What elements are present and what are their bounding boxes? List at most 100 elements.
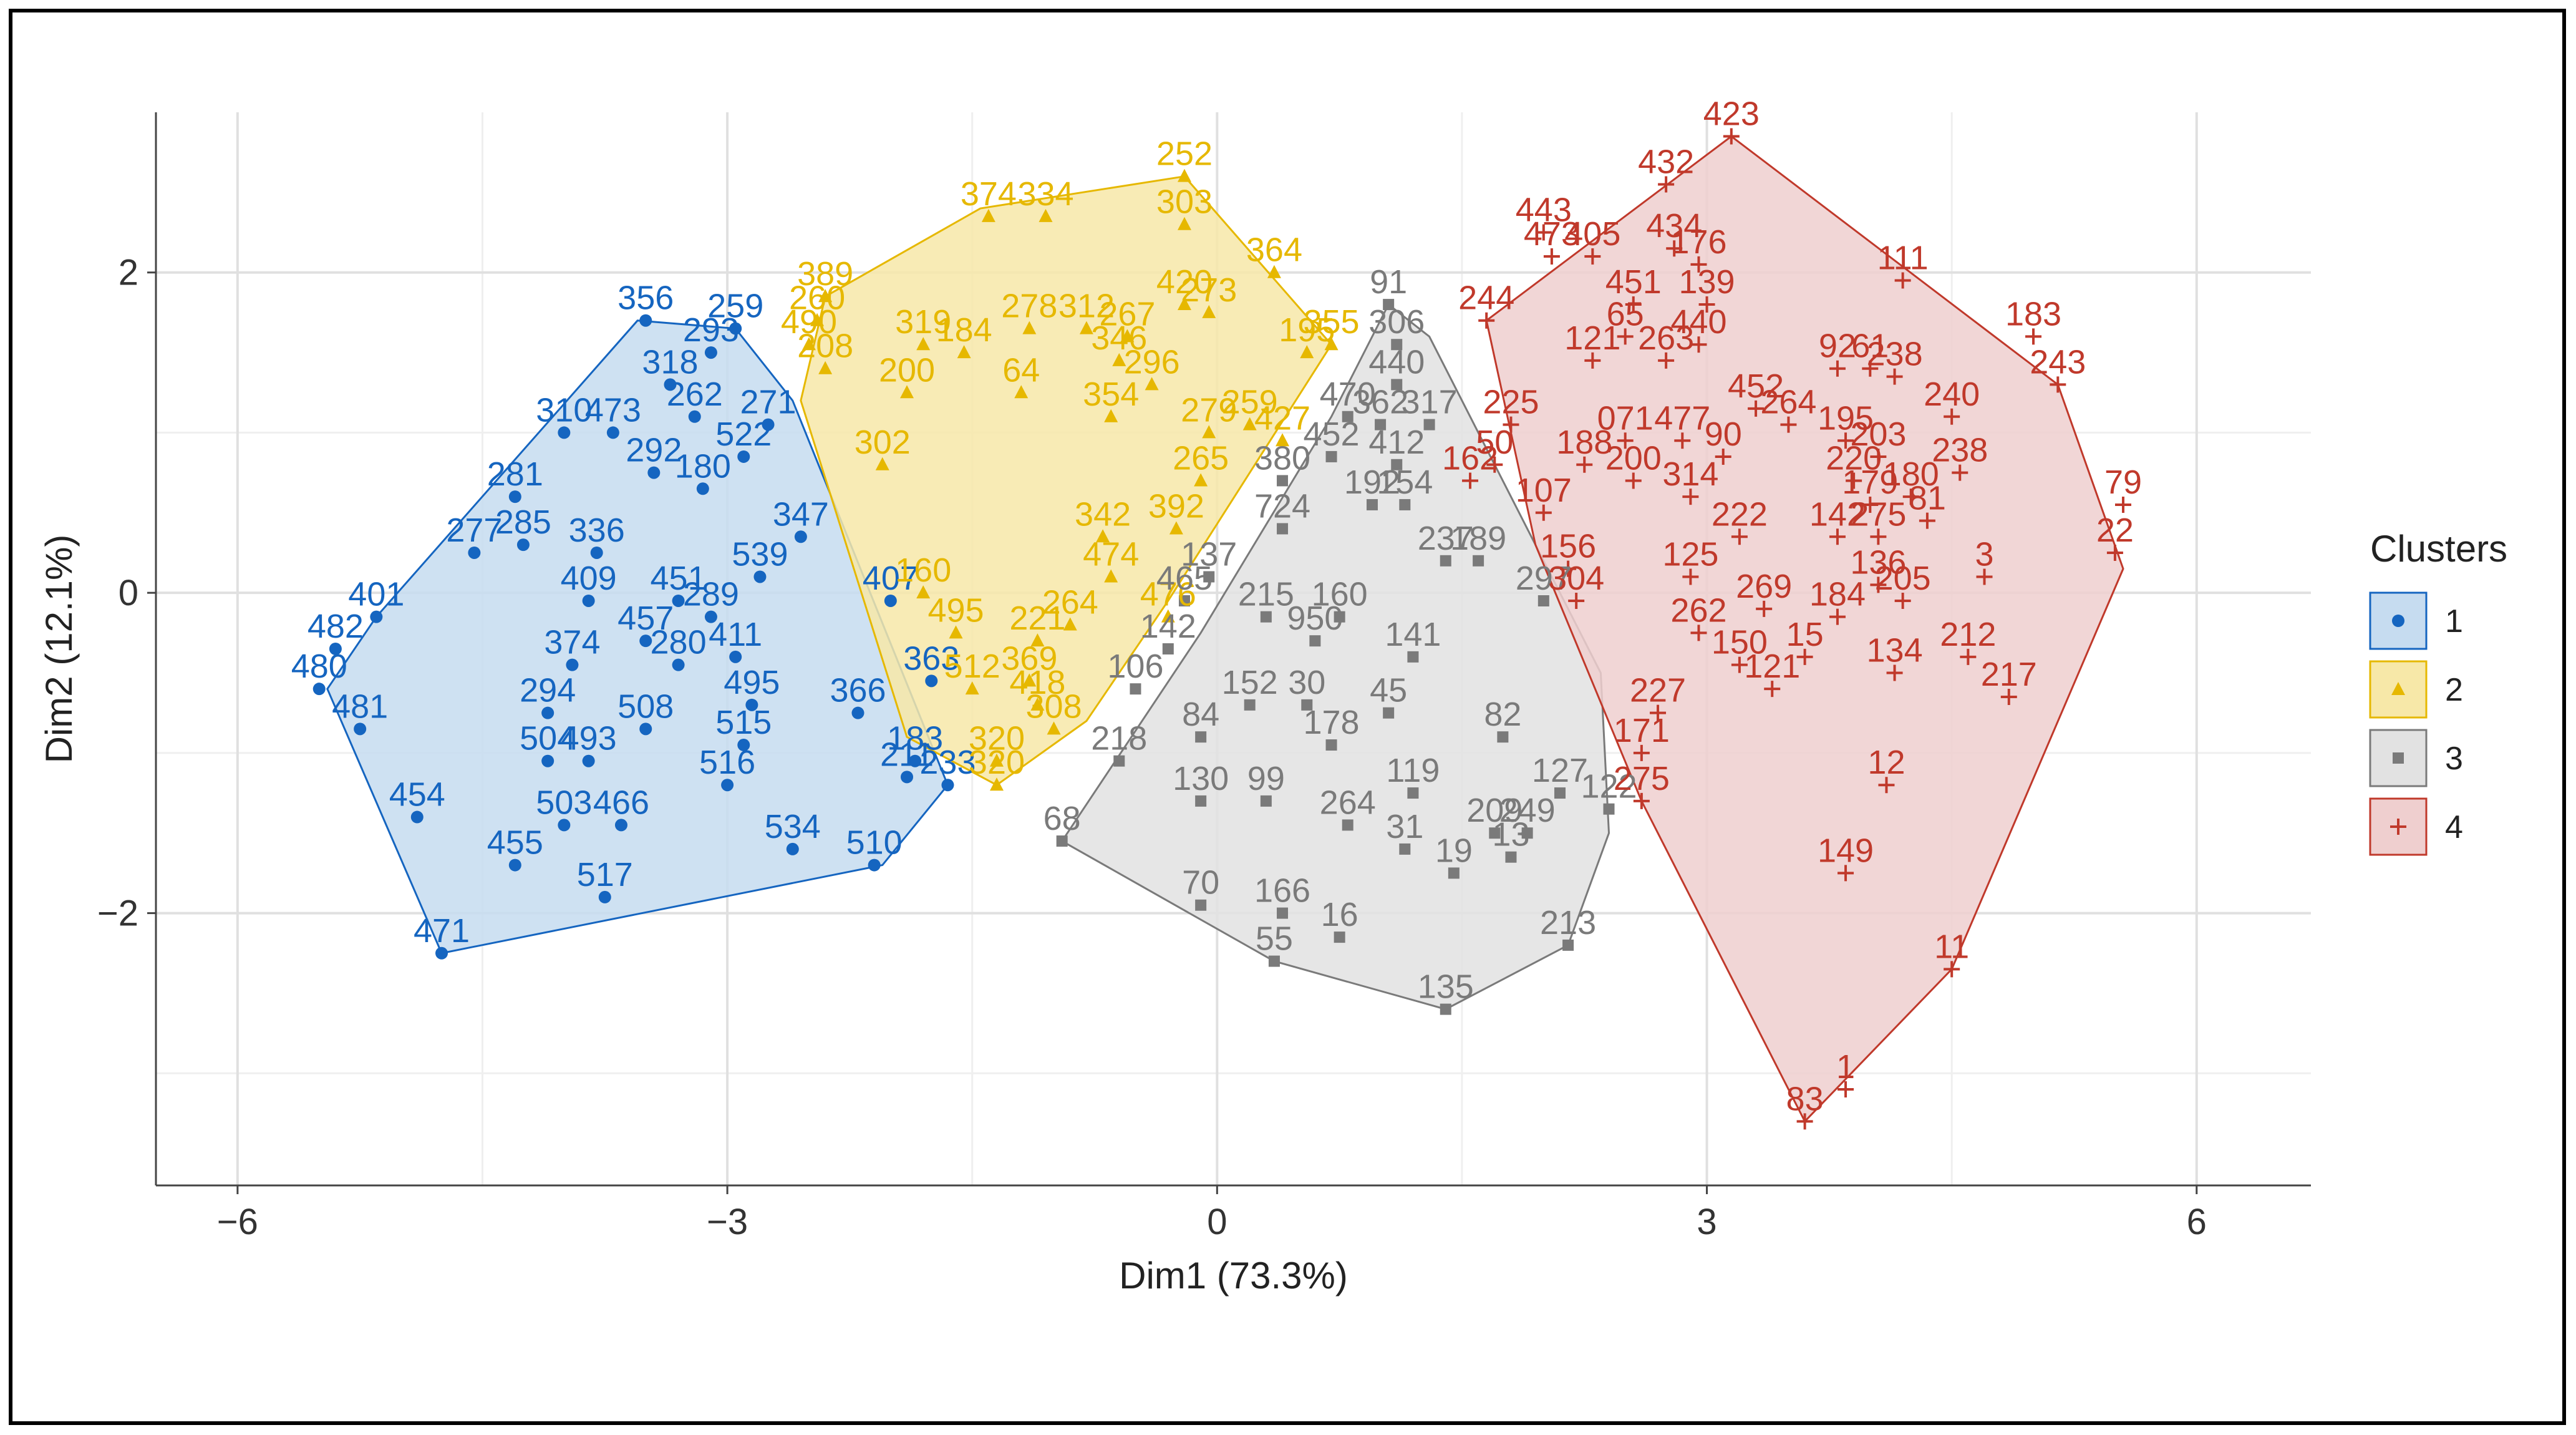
point-label: 440: [1670, 303, 1726, 341]
point-cluster-4: [1535, 224, 1552, 241]
point-label: 249: [1499, 792, 1556, 829]
point-cluster-4: [1952, 464, 1968, 481]
point-cluster-4: [1886, 664, 1903, 681]
point-label: 238: [1932, 432, 1988, 469]
point-cluster-4: [1576, 456, 1593, 473]
point-label: 65: [1607, 295, 1644, 333]
point-cluster-3: [1537, 595, 1549, 606]
point-cluster-2: [1177, 168, 1191, 182]
point-label: 208: [797, 328, 853, 365]
point-cluster-1: [664, 378, 677, 391]
y-tick-label: 2: [119, 253, 138, 293]
point-cluster-4: [1944, 408, 1960, 425]
point-label: 317: [1402, 384, 1458, 421]
point-cluster-4: [1625, 296, 1642, 313]
cluster-hull-1: [326, 319, 949, 955]
point-cluster-3: [1554, 787, 1566, 799]
point-label: 136: [1850, 543, 1906, 581]
point-cluster-3: [1334, 932, 1345, 943]
point-cluster-4: [1846, 472, 1862, 489]
point-cluster-3: [1440, 555, 1451, 567]
point-label: 125: [1662, 535, 1718, 573]
point-label: 281: [487, 455, 543, 493]
point-label: 162: [1442, 439, 1498, 477]
point-cluster-4: [1862, 360, 1879, 377]
y-tick-label: 0: [119, 573, 138, 613]
point-cluster-3: [1440, 1003, 1451, 1015]
point-cluster-4: [1886, 368, 1903, 385]
point-cluster-1: [639, 635, 652, 648]
point-cluster-4: [1870, 576, 1887, 593]
point-label: 347: [773, 495, 829, 533]
point-label: 374: [961, 175, 1017, 213]
point-cluster-2: [1104, 409, 1118, 422]
point-cluster-3: [1383, 299, 1395, 311]
point-cluster-3: [1113, 755, 1125, 767]
point-label: 260: [789, 280, 845, 317]
legend-marker-3: [2393, 752, 2404, 764]
point-label: 320: [969, 744, 1025, 781]
point-label: 81: [1909, 480, 1946, 517]
point-cluster-3: [1505, 851, 1517, 863]
point-cluster-4: [1690, 625, 1707, 641]
x-tick-label: 3: [1697, 1202, 1717, 1242]
point-label: 495: [724, 664, 780, 701]
point-label: 336: [569, 512, 625, 549]
point-label: 92: [1819, 328, 1856, 365]
point-label: 480: [291, 648, 347, 685]
point-label: 401: [348, 576, 404, 613]
point-label: 362: [1352, 384, 1408, 421]
point-cluster-1: [737, 739, 750, 752]
legend-label-4: 4: [2445, 809, 2463, 845]
point-cluster-4: [1658, 176, 1675, 193]
point-label: 99: [1247, 760, 1285, 797]
point-label: 184: [1809, 576, 1866, 613]
point-label: 443: [1516, 192, 1572, 229]
point-label: 318: [642, 343, 698, 381]
point-cluster-1: [794, 530, 807, 543]
point-label: 188: [1556, 424, 1612, 461]
point-label: 267: [1099, 295, 1155, 333]
point-label: 471: [414, 912, 470, 950]
point-label: 154: [1377, 464, 1433, 501]
point-label: 149: [1818, 832, 1874, 869]
point-label: 139: [1678, 263, 1735, 301]
point-label: 452: [1303, 416, 1359, 453]
point-cluster-3: [1260, 795, 1272, 807]
point-cluster-4: [1870, 448, 1887, 465]
point-cluster-4: [1780, 416, 1797, 433]
point-cluster-1: [737, 450, 750, 463]
point-label: 071: [1597, 399, 1654, 437]
point-cluster-3: [1342, 819, 1353, 831]
point-label: 482: [307, 608, 364, 645]
point-cluster-3: [1391, 379, 1403, 391]
point-label: 342: [1075, 495, 1131, 533]
point-label: 432: [1638, 144, 1694, 181]
point-cluster-4: [1617, 432, 1634, 449]
point-cluster-4: [2106, 544, 2123, 561]
point-label: 302: [855, 424, 911, 461]
point-label: 465: [1156, 560, 1213, 597]
point-label: 50: [1476, 424, 1513, 461]
point-label: 180: [1883, 455, 1939, 493]
point-cluster-2: [1104, 569, 1118, 583]
point-label: 3: [1975, 535, 1993, 573]
point-cluster-4: [1486, 456, 1503, 473]
point-cluster-4: [1633, 744, 1650, 761]
point-label: 176: [1670, 223, 1726, 261]
point-label: 84: [1182, 696, 1219, 733]
point-label: 178: [1303, 704, 1359, 741]
point-label: 515: [715, 704, 772, 741]
point-cluster-2: [957, 345, 971, 359]
point-cluster-2: [949, 625, 963, 639]
point-cluster-3: [1203, 571, 1215, 583]
point-label: 134: [1867, 632, 1923, 669]
point-label: 363: [903, 640, 959, 677]
point-cluster-2: [900, 385, 914, 399]
point-label: 106: [1107, 648, 1163, 685]
point-label: 476: [1140, 576, 1196, 613]
point-label: 369: [1001, 640, 1057, 677]
point-cluster-4: [1878, 777, 1895, 794]
point-label: 16: [1321, 896, 1358, 933]
point-cluster-2: [1145, 377, 1159, 391]
